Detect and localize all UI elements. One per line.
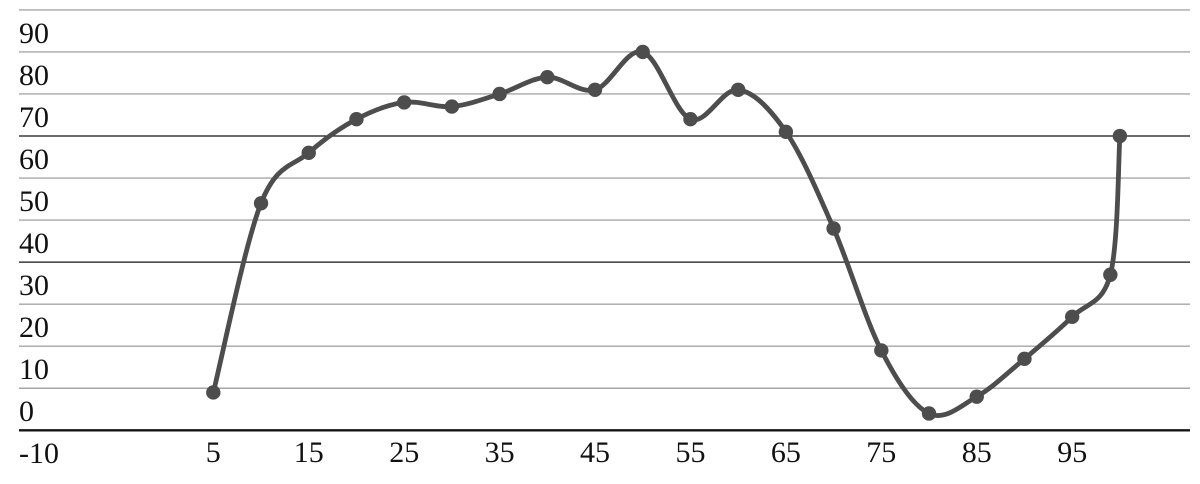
data-point-marker-25 <box>396 95 412 110</box>
data-point-marker-50 <box>635 44 650 60</box>
x-axis-tick-label: 5 <box>205 436 221 469</box>
data-point-marker-85 <box>969 389 984 404</box>
y-axis-tick-label: 20 <box>19 311 49 345</box>
data-point-marker-10 <box>253 196 269 211</box>
x-axis-tick-label: 65 <box>770 436 801 469</box>
x-axis-tick-label: 55 <box>675 436 706 469</box>
data-point-marker-100 <box>1112 128 1128 144</box>
data-point-marker-20 <box>349 112 364 127</box>
data-point-marker-95 <box>1064 309 1080 324</box>
x-axis-tick-label: 45 <box>580 436 610 469</box>
y-axis-tick-label: 50 <box>19 185 49 219</box>
x-axis-tick-label: 85 <box>961 436 992 469</box>
y-axis-tick-label: 70 <box>19 101 49 134</box>
series-line <box>210 49 1123 418</box>
data-point-marker-30 <box>444 99 460 114</box>
y-axis-tick-label: 40 <box>19 227 49 261</box>
data-point-marker-35 <box>492 86 507 102</box>
data-point-marker-5 <box>206 385 221 400</box>
data-point-marker-80 <box>921 406 937 421</box>
x-axis-tick-label: 95 <box>1057 436 1088 469</box>
y-axis-tick-label: 80 <box>19 58 49 92</box>
y-axis-tick-label: 60 <box>19 143 49 176</box>
data-point-marker-75 <box>874 343 889 358</box>
data-point-marker-90 <box>1017 351 1032 367</box>
x-axis-tick-label: 35 <box>484 436 515 469</box>
data-point-marker-55 <box>683 112 698 127</box>
data-point-marker-99 <box>1103 267 1118 282</box>
data-point-marker-45 <box>587 82 603 97</box>
x-axis-tick-label: 75 <box>866 436 897 469</box>
data-point-marker-15 <box>301 145 316 161</box>
x-axis-tick-label: 25 <box>389 436 420 469</box>
y-axis-tick-label: 90 <box>19 16 49 50</box>
y-axis-tick-label: -10 <box>19 437 59 471</box>
data-point-marker-65 <box>778 124 794 140</box>
y-axis-tick-label: 10 <box>19 353 49 387</box>
data-point-marker-40 <box>540 69 555 85</box>
y-axis-tick-label: 0 <box>19 395 34 429</box>
y-axis-tick-label: 30 <box>19 269 49 303</box>
data-point-marker-70 <box>826 221 841 236</box>
x-axis-tick-label: 15 <box>293 436 324 469</box>
data-point-marker-60 <box>730 82 746 97</box>
